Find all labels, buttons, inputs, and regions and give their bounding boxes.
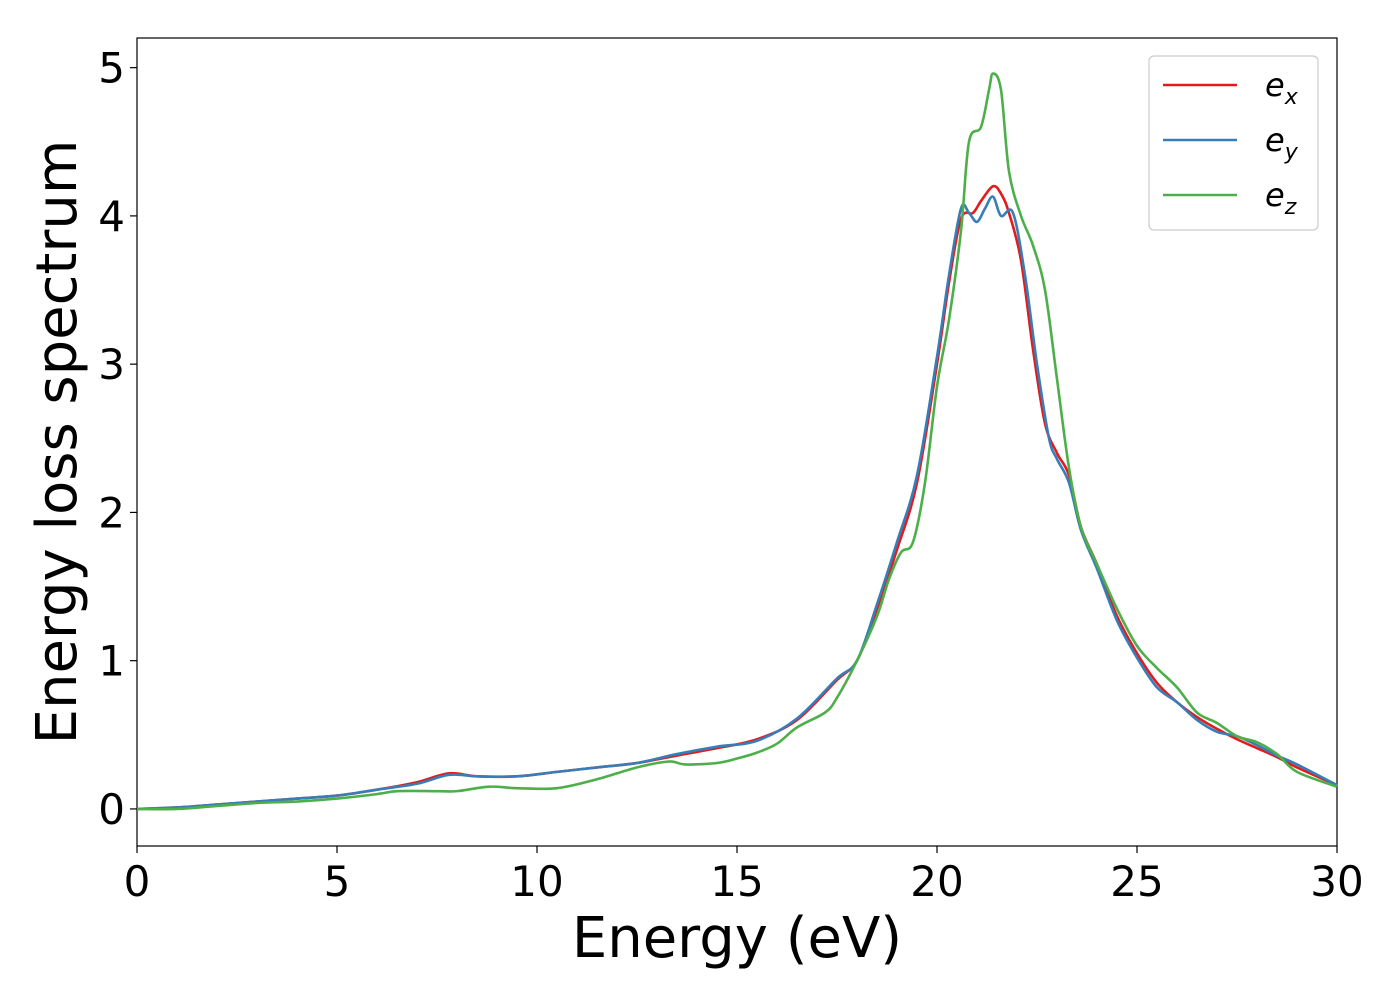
legend-label-ez: ez xyxy=(1265,176,1297,220)
x-tick-label: 15 xyxy=(710,857,763,906)
series-line-ez xyxy=(136,72,1338,811)
x-axis-label: Energy (eV) xyxy=(572,906,902,971)
ticks-layer: 0 5 10 15 20 25 30 0 1 2 3 4 5 xyxy=(98,44,1363,906)
legend-label-base: e xyxy=(1265,66,1285,104)
plot-area xyxy=(136,37,1338,847)
x-tick-label: 10 xyxy=(510,857,563,906)
x-tick-label: 5 xyxy=(324,857,351,906)
legend-label-subscript: z xyxy=(1284,195,1297,220)
y-tick-label: 5 xyxy=(98,44,125,93)
series-line-ey xyxy=(136,195,1338,811)
legend-label-ey: ey xyxy=(1265,121,1299,165)
y-tick-label: 1 xyxy=(98,637,125,686)
y-tick-label: 3 xyxy=(98,340,125,389)
legend-box xyxy=(1148,55,1319,231)
legend-label-base: e xyxy=(1265,176,1285,214)
y-tick-label: 0 xyxy=(98,785,125,834)
legend-label-subscript: y xyxy=(1284,140,1299,165)
legend-label-base: e xyxy=(1265,121,1285,159)
x-tick-label: 30 xyxy=(1310,857,1363,906)
series-layer xyxy=(136,72,1338,811)
legend-label-subscript: x xyxy=(1284,85,1299,110)
x-tick-label: 0 xyxy=(124,857,151,906)
y-axis-label: Energy loss spectrum xyxy=(25,140,90,745)
y-tick-label: 2 xyxy=(98,488,125,537)
y-tick-label: 4 xyxy=(98,192,125,241)
x-tick-label: 20 xyxy=(910,857,963,906)
x-tick-label: 25 xyxy=(1110,857,1163,906)
legend-label-ex: ex xyxy=(1265,66,1299,110)
